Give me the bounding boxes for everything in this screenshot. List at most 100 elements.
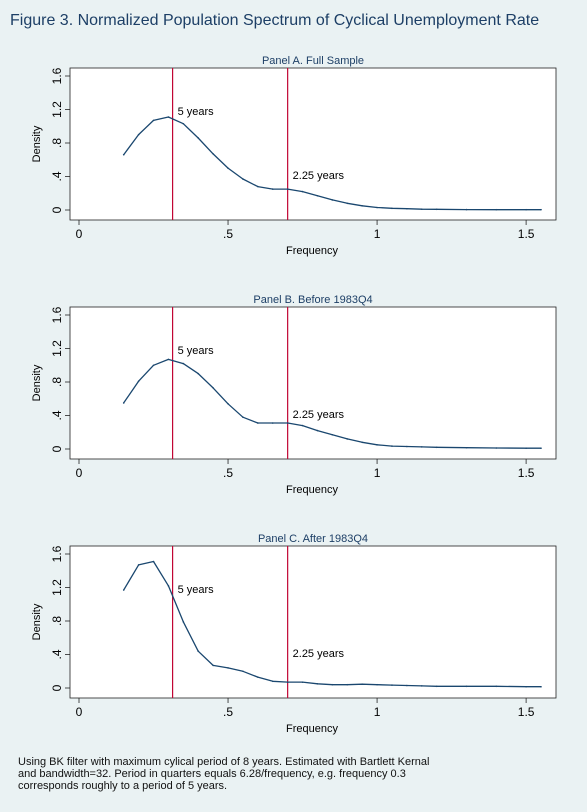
density-point (420, 685, 423, 687)
density-point (197, 372, 200, 375)
density-point (301, 681, 304, 683)
x-tick-label: .5 (223, 705, 233, 719)
density-point (331, 683, 334, 686)
density-point (391, 684, 393, 686)
y-tick-label: 0 (50, 206, 64, 213)
density-point (257, 676, 259, 678)
density-point (435, 685, 438, 688)
density-point (122, 153, 125, 156)
density-point (182, 621, 185, 623)
y-tick-label: 1.6 (50, 545, 64, 562)
density-point (316, 429, 319, 432)
density-point (525, 208, 527, 211)
footnote-line: Using BK filter with maximum cylical per… (18, 756, 430, 768)
y-tick-label: .4 (50, 649, 64, 659)
x-tick-label: 1.5 (518, 466, 535, 480)
density-point (331, 433, 334, 436)
density-point (242, 178, 244, 180)
density-point (167, 116, 170, 118)
y-tick-label: 1.2 (50, 340, 64, 357)
reference-line-label: 2.25 years (293, 409, 345, 421)
density-point (346, 202, 349, 205)
x-axis-label: Frequency (286, 245, 338, 257)
x-tick-label: 0 (76, 705, 83, 719)
density-point (212, 387, 214, 389)
x-tick-label: .5 (223, 466, 233, 480)
density-point (540, 447, 542, 449)
density-point (122, 589, 125, 591)
density-point (212, 153, 214, 155)
density-point (435, 446, 438, 449)
density-point (257, 185, 259, 188)
density-point (525, 685, 527, 688)
density-point (540, 685, 542, 688)
x-tick-label: 1 (374, 705, 381, 719)
panel-title: Panel B. Before 1983Q4 (253, 294, 372, 306)
y-tick-label: .4 (50, 171, 64, 181)
x-tick-label: 1.5 (518, 705, 535, 719)
plot-area (69, 67, 557, 221)
x-tick-label: 0 (76, 227, 83, 241)
density-point (167, 585, 170, 587)
density-point (271, 188, 274, 190)
density-point (242, 416, 244, 418)
density-point (257, 422, 259, 424)
figure-title: Figure 3. Normalized Population Spectrum… (10, 12, 540, 29)
panel-a-chart: Panel A. Full Sample 0 .4 .8 1.2 1.6 Density 0.… (31, 55, 557, 257)
y-tick-label: .8 (50, 138, 64, 148)
panel-b-chart: Panel B. Before 1983Q4 0 .4 .8 1.2 1.6 Density… (31, 294, 557, 496)
x-tick-label: 1.5 (518, 227, 535, 241)
density-point (465, 208, 468, 211)
footnote-line: and bandwidth=32. Period in quarters equ… (18, 768, 406, 780)
density-point (242, 670, 244, 673)
y-tick-label: 1.2 (50, 579, 64, 596)
density-point (286, 422, 289, 424)
density-point (197, 137, 200, 139)
density-point (540, 208, 542, 211)
y-tick-label: 1.6 (50, 67, 64, 84)
density-point (227, 402, 229, 405)
density-point (137, 133, 140, 136)
density-point (227, 667, 229, 669)
y-tick-label: 1.6 (50, 306, 64, 323)
density-point (197, 650, 200, 652)
density-point (346, 683, 349, 686)
density-point (301, 190, 304, 193)
density-point (406, 207, 408, 210)
density-point (286, 188, 289, 190)
density-point (137, 380, 140, 382)
density-point (420, 208, 423, 210)
density-point (286, 681, 289, 683)
density-point (271, 680, 274, 683)
density-point (495, 685, 498, 688)
density-point (376, 683, 378, 686)
density-point (391, 207, 393, 210)
density-point (316, 683, 319, 685)
panel-title: Panel A. Full Sample (262, 55, 364, 67)
density-point (212, 664, 214, 667)
reference-line-label: 2.25 years (293, 170, 345, 182)
y-axis-label: Density (31, 125, 43, 162)
density-point (525, 447, 527, 449)
y-axis-label: Density (31, 364, 43, 401)
density-point (301, 424, 304, 427)
density-point (495, 447, 498, 449)
plot-area (69, 545, 557, 699)
y-tick-label: 0 (50, 684, 64, 691)
y-tick-label: .8 (50, 616, 64, 626)
y-tick-label: .8 (50, 377, 64, 387)
density-point (391, 445, 393, 447)
y-tick-label: .4 (50, 410, 64, 420)
density-point (331, 199, 334, 201)
density-point (346, 438, 349, 440)
footnote-line: corresponds roughly to a period of 5 yea… (18, 780, 228, 792)
density-line (123, 358, 541, 449)
x-axis-label: Frequency (286, 484, 338, 496)
x-tick-label: .5 (223, 227, 233, 241)
density-point (152, 364, 155, 367)
density-point (227, 167, 229, 169)
reference-line-label: 5 years (178, 106, 215, 118)
density-point (361, 205, 363, 207)
density-point (316, 194, 319, 197)
